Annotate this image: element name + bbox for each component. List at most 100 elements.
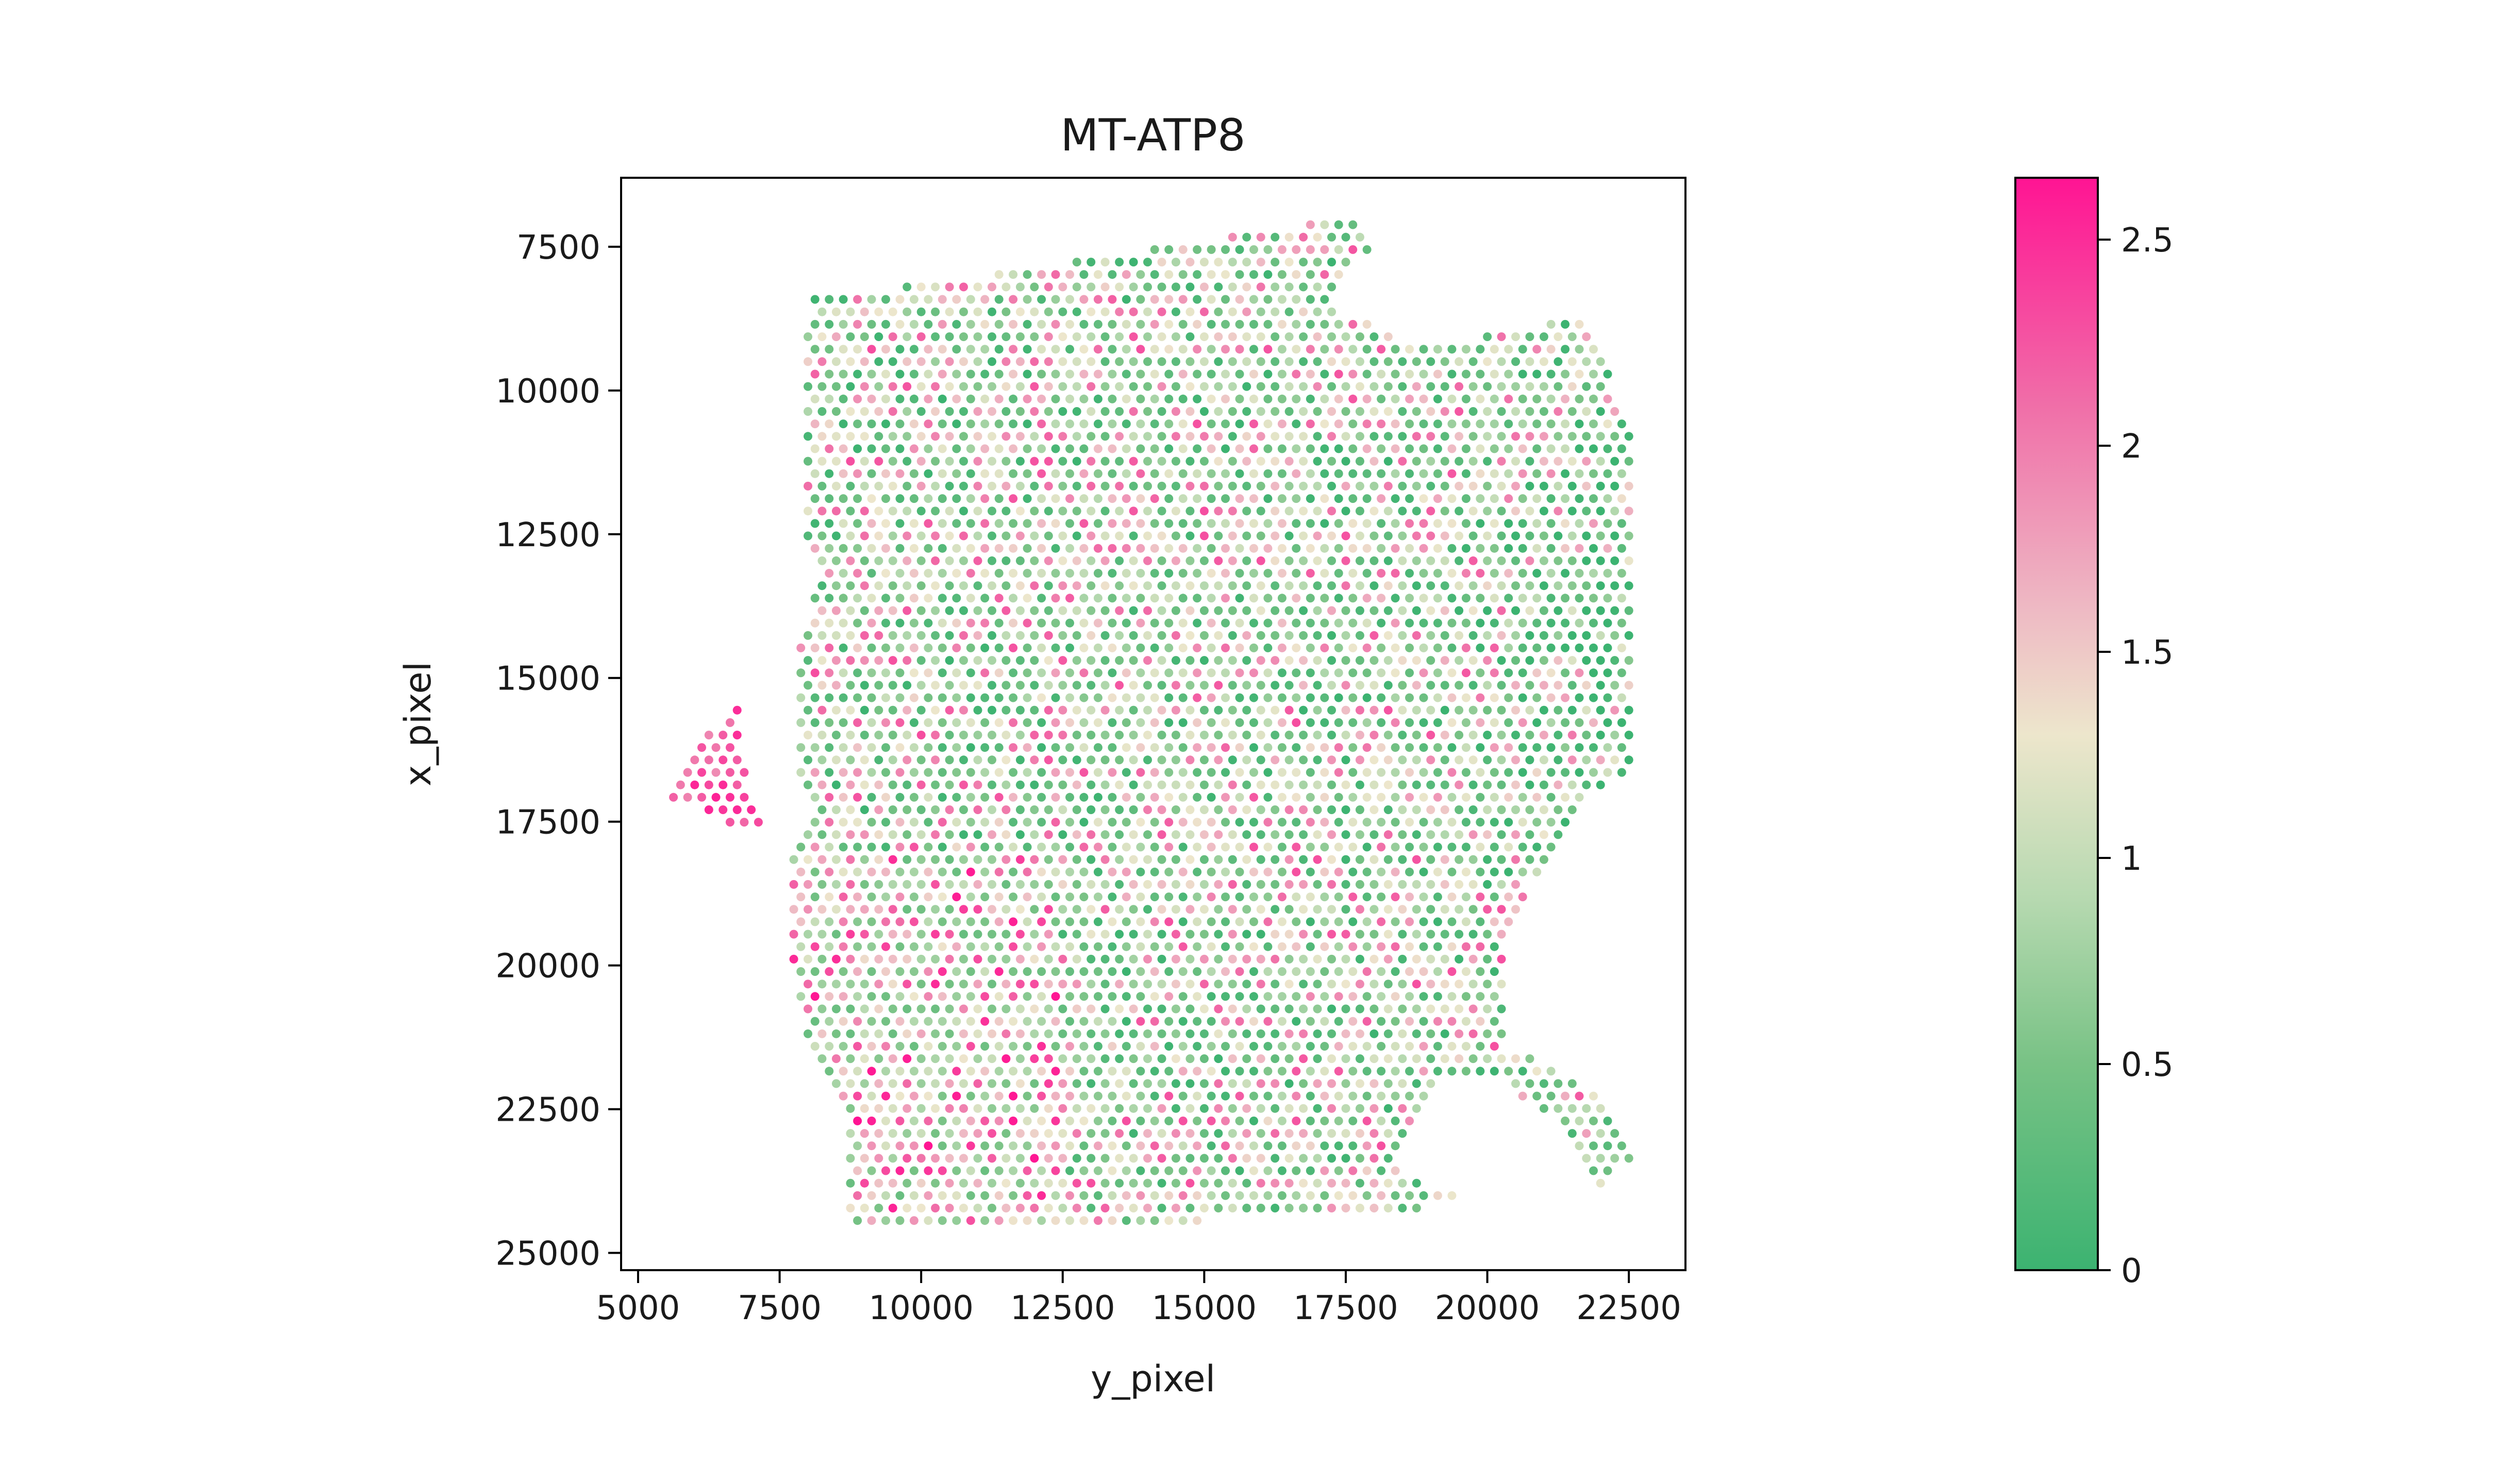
spot [1320,618,1329,628]
spot [1015,1029,1025,1038]
spot [1079,768,1089,777]
spot [1426,1079,1435,1088]
spot [1419,668,1428,678]
spot [1582,631,1591,640]
spot [924,1166,933,1175]
spot [945,282,954,292]
spot [1419,743,1428,752]
spot [1398,905,1407,914]
spot [831,731,841,739]
spot [1546,693,1556,702]
spot [909,842,918,852]
spot [1483,980,1492,989]
spot [867,743,876,752]
spot [853,1017,862,1026]
spot [1284,1054,1294,1064]
spot [1256,780,1265,789]
spot [952,942,961,951]
spot [903,581,912,591]
spot [1051,892,1060,902]
spot [1150,792,1159,802]
spot [1582,556,1591,565]
spot [697,743,706,752]
spot [938,1166,947,1175]
spot [860,830,869,839]
spot [1610,681,1619,690]
spot [1306,668,1315,678]
spot [1143,905,1152,914]
spot [1284,880,1294,889]
spot [1391,569,1400,578]
spot [1129,1129,1138,1138]
spot [1292,693,1301,702]
spot [952,967,961,976]
spot [1157,432,1166,441]
spot [1157,805,1166,814]
spot [1412,905,1421,914]
spot [839,992,848,1001]
spot [1087,507,1096,516]
spot [1320,369,1329,379]
spot [1178,245,1188,254]
spot [1143,656,1152,665]
spot [1483,930,1492,939]
spot [1157,705,1166,715]
spot [931,457,940,466]
spot [1249,544,1258,553]
spot [1525,681,1534,690]
spot [1348,1191,1358,1200]
spot [1327,681,1336,690]
spot [1271,830,1280,839]
spot [980,942,990,951]
spot [1214,407,1223,416]
spot [1178,295,1188,304]
spot [1468,980,1478,989]
spot [1405,992,1414,1001]
spot [1150,842,1159,852]
spot [810,743,820,752]
spot [1567,1129,1577,1138]
spot [1271,432,1280,441]
spot [1150,718,1159,727]
spot [1497,705,1506,715]
spot [1079,1166,1089,1175]
spot [1108,618,1117,628]
spot [1497,581,1506,591]
spot [867,369,876,379]
spot [952,569,961,578]
spot [697,768,706,777]
spot [895,1191,905,1200]
spot [888,382,897,391]
spot [881,718,890,727]
spot [938,842,947,852]
spot [1178,1067,1188,1076]
spot [994,444,1004,453]
spot [1072,432,1081,441]
spot [945,1204,954,1212]
spot [1398,805,1407,814]
spot [973,731,982,739]
spot [994,892,1004,902]
spot [1589,444,1598,453]
spot [1157,830,1166,839]
spot [1015,1004,1025,1014]
spot [1256,1079,1265,1088]
spot [860,656,869,665]
spot [1136,942,1145,951]
spot [1193,1091,1202,1101]
spot [867,519,876,528]
spot [1511,382,1520,391]
spot [1214,1154,1223,1163]
plot-frame [620,177,1686,1271]
spot [1143,930,1152,939]
spot [1476,569,1485,578]
spot [1207,668,1216,678]
spot [1009,444,1018,453]
spot [867,1042,876,1051]
spot [1383,581,1393,591]
spot [1001,1004,1011,1014]
spot [1256,556,1265,565]
spot [1539,432,1548,441]
spot [1143,1129,1152,1138]
spot [1355,507,1364,516]
